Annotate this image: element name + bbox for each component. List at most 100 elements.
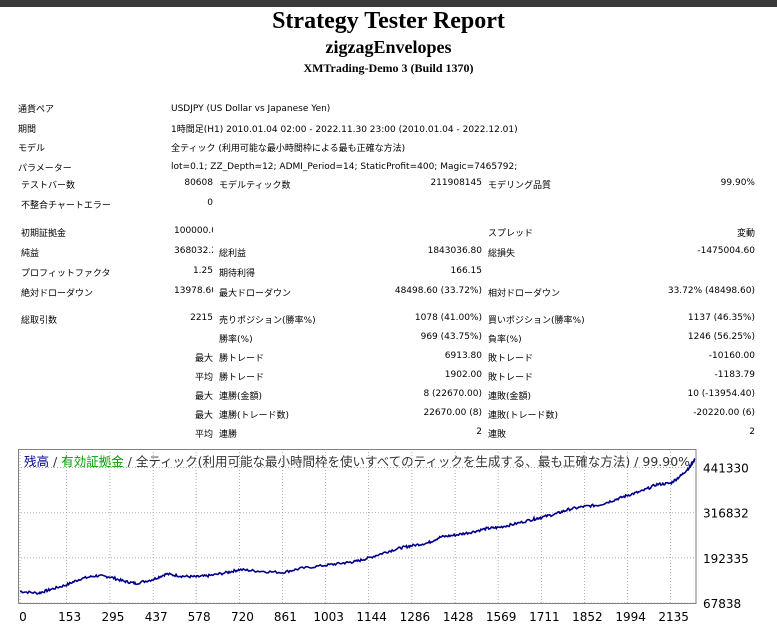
stat-mismatch-label: 不整合チャートエラー [21,200,111,211]
stat-avg-loss: -1183.79 [714,370,755,380]
stat-long-label: 買いポジション(勝率%) [488,316,585,326]
stat-spread: 変動 [736,229,755,239]
legend-separator: / [49,454,62,469]
stat-gross-profit-label: 総利益 [219,249,247,259]
stat-consec-loss-money-label: 連敗(金額) [488,392,532,402]
stat-loss-pct-label: 負率(%) [488,335,522,345]
stat-avg-consec-loss: 2 [749,427,755,437]
expert-name: zigzagEnvelopes [325,37,452,57]
stat-avg-win: 1902.00 [444,370,482,380]
stat-pf-label: プロフィットファクタ [21,269,111,279]
info-label: 通貨ペア [18,105,55,116]
stat-win-trade-label: 勝トレード [219,354,265,364]
x-tick-label: 1003 [313,610,344,624]
stat-spread-label: スプレッド [488,229,534,239]
equity-chart: 0 153 295 437 578 720 861 1003 1144 1286 1428 1569 1… [18,449,777,625]
stat-deposit: 100000.00 [174,226,213,236]
stat-consec-win-count: 22670.00 (8) [423,408,482,418]
x-tick-label: 1569 [486,610,517,624]
info-row: パラメーター lot=0.1; ZZ_Depth=12; ADMI_Period… [18,158,758,178]
stat-max-dd: 48498.60 (33.72%) [394,286,482,296]
stat-rel-dd: 33.72% (48498.60) [667,286,755,296]
stat-consec-loss-money: 10 (-13954.40) [687,389,755,399]
x-tick-label: 1428 [443,610,474,624]
x-tick-label: 1144 [356,610,387,624]
info-value: USDJPY (US Dollar vs Japanese Yen) [171,103,331,114]
info-label: 期間 [18,124,37,135]
stat-max-label: 最大 [194,354,213,364]
x-tick-label: 861 [274,610,297,624]
stat-mismatch: 0 [207,197,213,208]
stat-max-label: 最大 [194,392,213,402]
stat-net: 368032.20 [174,246,213,256]
x-tick-label: 1852 [572,610,603,624]
x-tick-label: 720 [231,610,254,624]
stat-consec-loss-count: -20220.00 (6) [693,408,755,418]
stat-quality: 99.90% [720,178,755,188]
stat-abs-dd-label: 絶対ドローダウン [21,289,94,299]
server-build: XMTrading-Demo 3 (Build 1370) [303,61,474,75]
stat-quality-label: モデリング品質 [488,181,552,191]
info-value: 全ティック (利用可能な最小時間枠による最も正確な方法) [171,144,406,155]
stat-payoff-label: 期待利得 [219,269,256,279]
stat-loss-pct: 1246 (56.25%) [687,332,755,342]
x-tick-label: 153 [58,610,81,624]
y-tick-label: 67838 [703,597,741,611]
info-row: モデル 全ティック (利用可能な最小時間枠による最も正確な方法) [18,138,758,158]
info-row: 通貨ペア USDJPY (US Dollar vs Japanese Yen) [18,99,758,119]
stat-win-pct: 969 (43.75%) [420,332,482,342]
balance-line [19,457,696,596]
legend-equity: 有効証拠金 [61,454,124,469]
stat-deposit-label: 初期証拠金 [21,229,67,239]
report-table: 通貨ペア USDJPY (US Dollar vs Japanese Yen) … [18,99,758,177]
info-value: 1時間足(H1) 2010.01.04 02:00 - 2022.11.30 2… [171,124,518,135]
stat-win-pct-label: 勝率(%) [219,335,253,345]
stat-bars: 80608 [184,178,213,188]
x-tick-label: 1994 [615,610,646,624]
stat-max-win: 6913.80 [444,351,482,361]
stat-ticks-label: モデルティック数 [219,181,291,191]
stat-short-label: 売りポジション(勝率%) [219,316,316,326]
y-tick-label: 316832 [703,507,749,521]
stat-short: 1078 (41.00%) [414,313,482,323]
x-tick-label: 0 [19,610,27,624]
stat-abs-dd: 13978.60 [174,286,213,296]
stat-consec-win-money: 8 (22670.00) [423,389,482,399]
y-tick-label: 192335 [703,552,749,566]
stat-avg-consec-win-label: 連勝 [219,430,238,440]
stat-avg-consec-loss-label: 連敗 [488,430,507,440]
x-tick-label: 1711 [529,610,560,624]
stat-gross-profit: 1843036.80 [427,246,482,256]
report-title: Strategy Tester Report [272,8,505,34]
stat-max-dd-label: 最大ドローダウン [219,289,292,299]
legend-balance: 残高 [24,454,50,469]
window-top-bar [0,0,777,7]
plot-frame [18,449,697,604]
stat-total-trades: 2215 [190,313,213,323]
stat-win-trade-label: 勝トレード [219,373,265,383]
stat-max-label: 最大 [194,411,213,421]
stat-total-trades-label: 総取引数 [21,316,58,326]
y-tick-label: 441330 [703,462,749,476]
stat-avg-label: 平均 [194,373,213,383]
stat-bars-label: テストバー数 [21,181,76,191]
stat-gross-loss-label: 総損失 [488,249,516,259]
info-value: lot=0.1; ZZ_Depth=12; ADMI_Period=14; St… [171,162,518,173]
stat-gross-loss: -1475004.60 [697,246,755,256]
x-tick-label: 1286 [400,610,431,624]
stat-pf: 1.25 [192,266,213,276]
stat-max-loss: -10160.00 [708,351,755,361]
x-tick-label: 295 [101,610,124,624]
stat-rel-dd-label: 相対ドローダウン [488,289,561,299]
stat-loss-trade-label: 敗トレード [488,373,534,383]
stat-avg-label: 平均 [194,430,213,440]
legend-description: / 全ティック(利用可能な最小時間枠を使いすべてのティックを生成する、最も正確な… [123,454,691,469]
stat-consec-loss-count-label: 連敗(トレード数) [488,411,559,421]
stat-avg-consec-win: 2 [476,427,482,437]
chart-legend: 残高 / 有効証拠金 / 全ティック(利用可能な最小時間枠を使いすべてのティック… [24,451,690,470]
stat-consec-win-count-label: 連勝(トレード数) [219,411,290,421]
info-label: パラメーター [18,163,72,174]
x-tick-label: 2135 [658,610,689,624]
stat-payoff: 166.15 [450,266,483,276]
stat-long: 1137 (46.35%) [687,313,755,323]
